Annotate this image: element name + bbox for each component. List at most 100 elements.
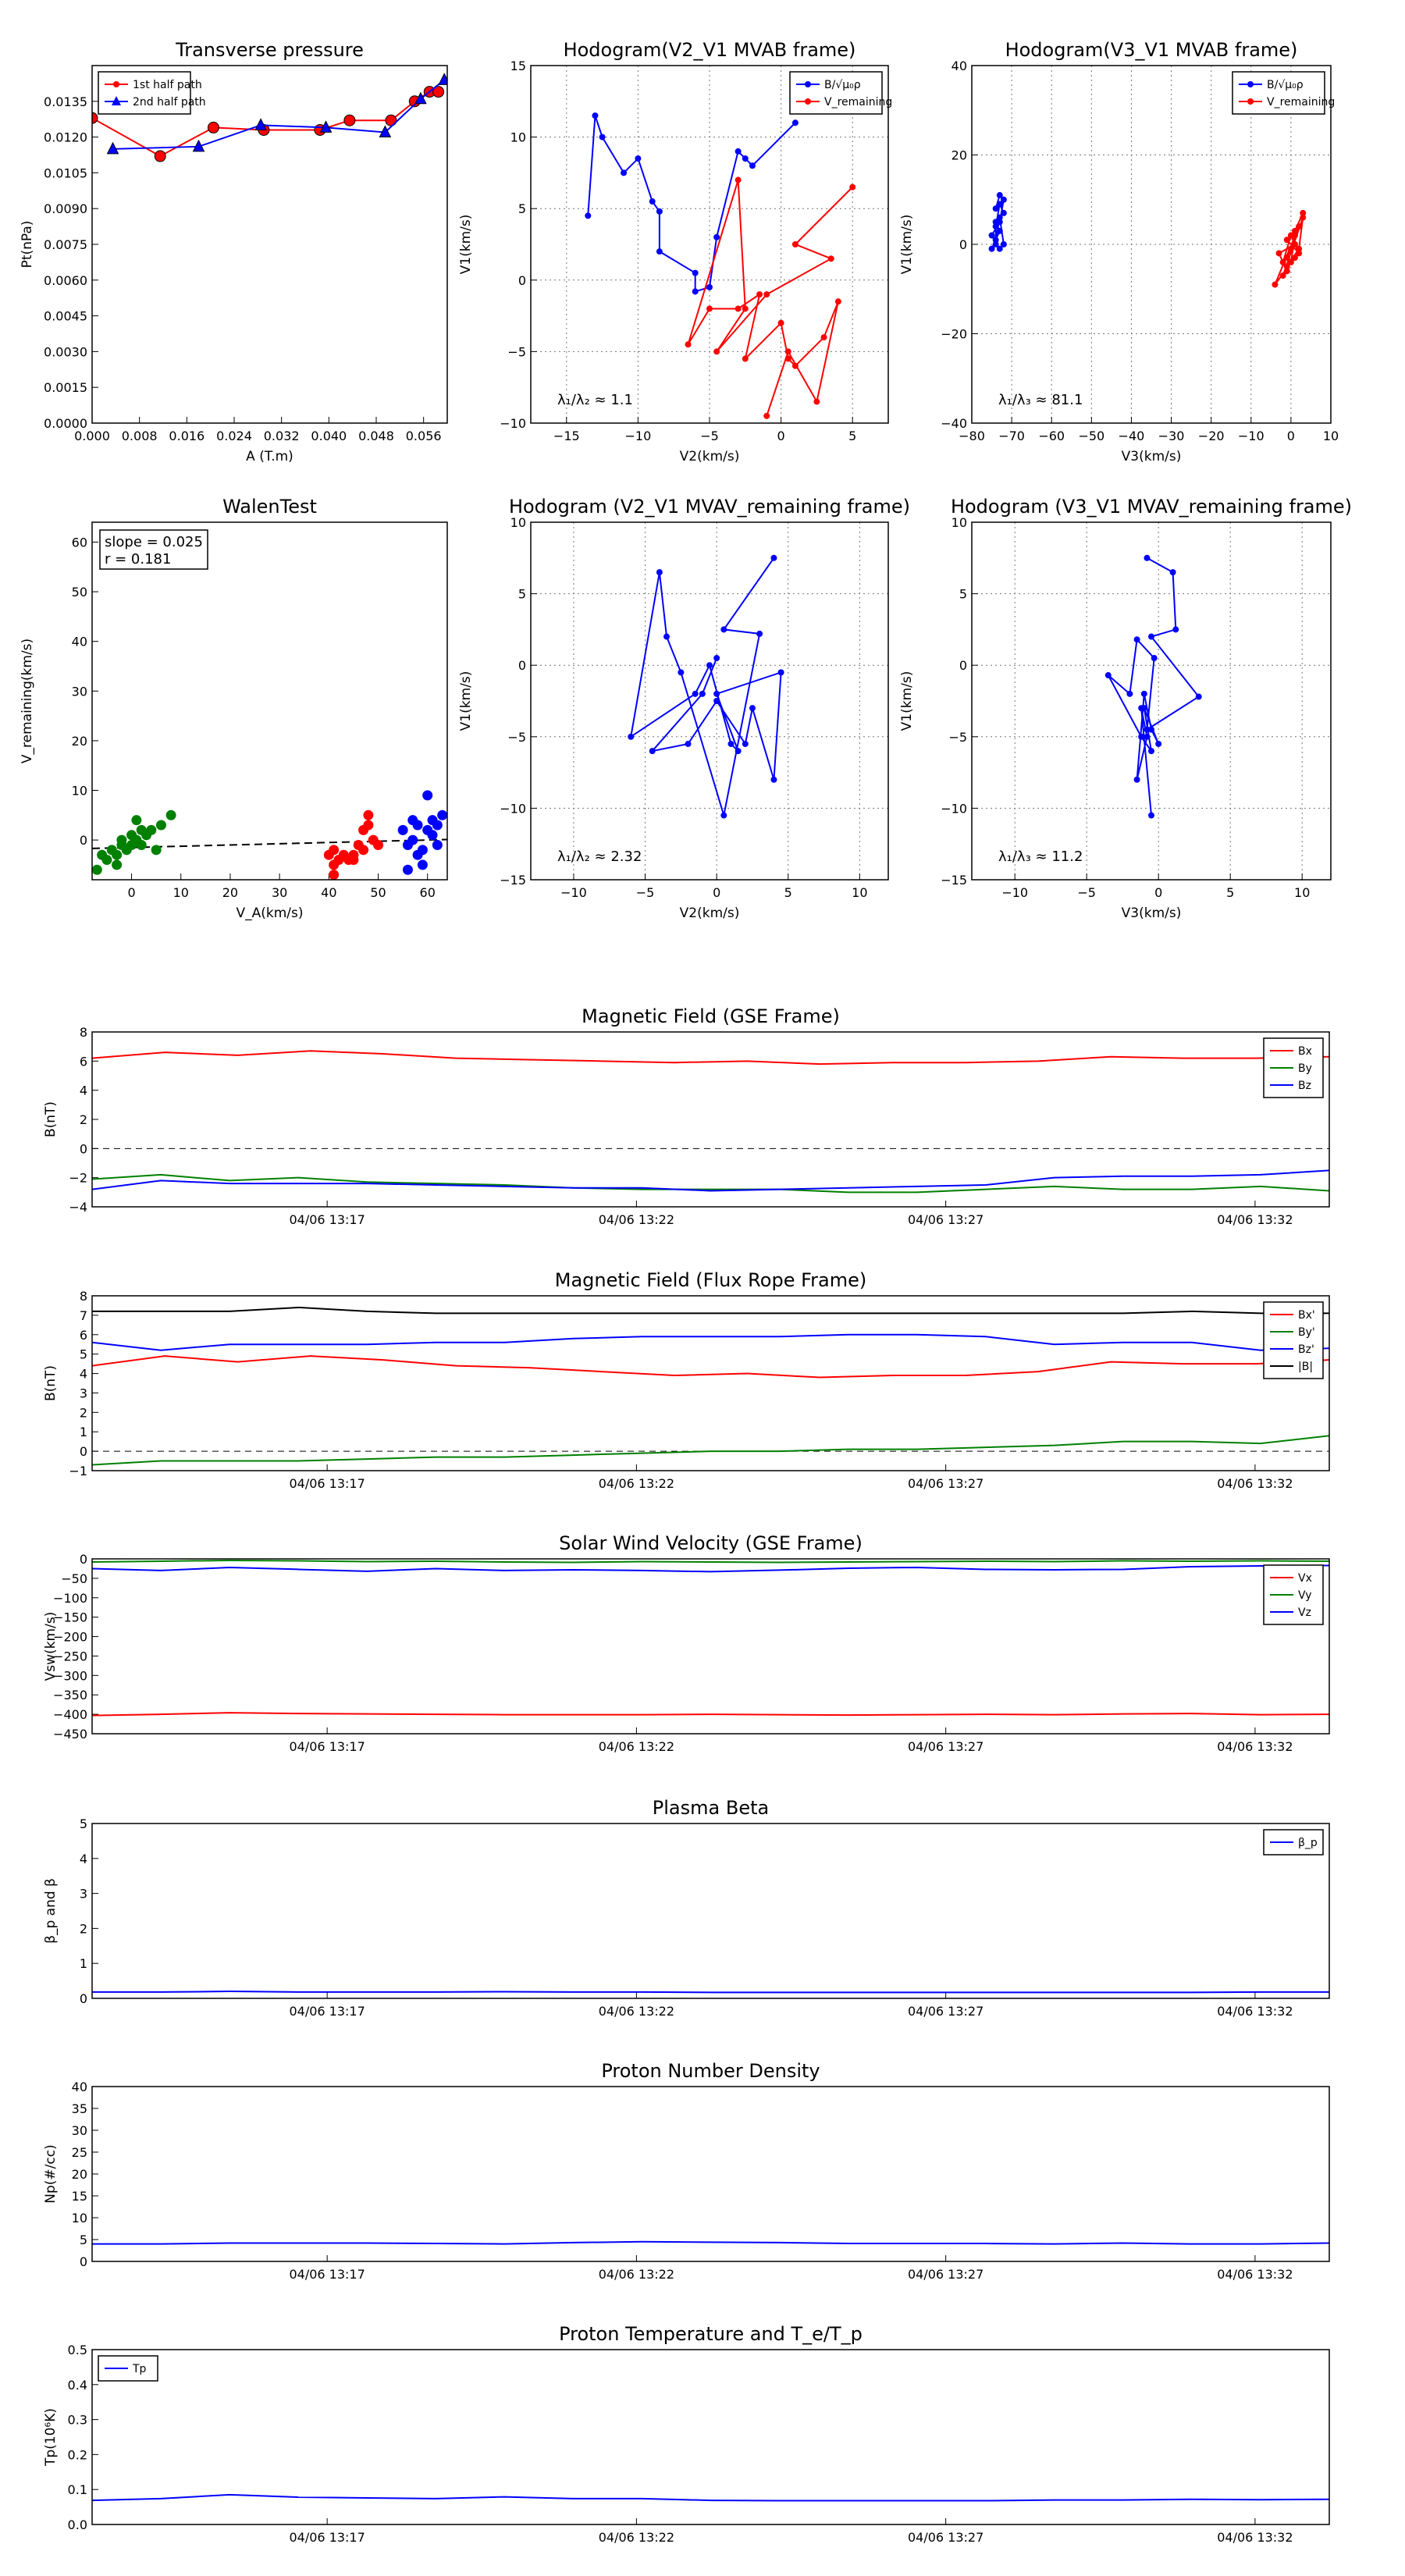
- data-point: [621, 169, 628, 176]
- y-tick-label: 2: [80, 1405, 87, 1420]
- data-point: [756, 630, 763, 637]
- legend-label: 1st half path: [133, 79, 202, 91]
- x-tick-label: 04/06 13:17: [289, 2267, 365, 2282]
- chart-panel-3: WalenTest 0 10 20 30 40 50 60 0 10 20 30 40 50 60 V_A(k…: [20, 496, 448, 921]
- data-point: [791, 119, 799, 126]
- axes-frame: [971, 521, 1332, 881]
- x-tick-label: 0.040: [311, 429, 347, 443]
- y-tick-label: 5: [80, 1347, 87, 1362]
- x-tick-label: 04/06 13:32: [1217, 1739, 1293, 1754]
- data-point: [649, 198, 656, 205]
- y-tick-label: 0: [80, 1552, 87, 1567]
- data-point: [592, 112, 599, 119]
- chart-title: Plasma Beta: [653, 1797, 769, 1819]
- data-point: [1287, 245, 1294, 252]
- x-tick-label: 0.056: [406, 429, 442, 443]
- x-tick-label: 04/06 13:22: [599, 1739, 674, 1754]
- data-point: [116, 834, 127, 845]
- y-tick-label: 1: [80, 1956, 87, 1971]
- series-line-0: [1107, 557, 1200, 816]
- data-point: [777, 319, 784, 326]
- data-point: [146, 824, 157, 835]
- x-tick-label: 04/06 13:32: [1217, 2004, 1293, 2019]
- chart-title: Hodogram (V3_V1 MVAV_remaining frame): [951, 496, 1352, 518]
- plot-area: [92, 1559, 1329, 1717]
- axes-frame: [91, 1823, 1330, 1999]
- plot-area: [1104, 554, 1202, 819]
- data-point: [656, 208, 663, 215]
- x-tick-label: 40: [321, 885, 336, 900]
- y-tick-label: 0: [80, 2254, 87, 2269]
- y-tick-label: 50: [72, 585, 87, 600]
- data-point: [112, 849, 123, 860]
- data-point: [414, 91, 427, 105]
- data-point: [363, 809, 374, 820]
- data-point: [628, 733, 635, 740]
- axes-frame: [530, 521, 889, 881]
- y-tick-label: 0: [80, 1141, 87, 1156]
- y-tick-label: 0.0030: [44, 344, 87, 359]
- data-point: [678, 669, 685, 676]
- y-tick-label: −1: [69, 1464, 87, 1478]
- axes-frame: [91, 2349, 1330, 2525]
- data-point: [155, 820, 166, 831]
- x-tick-label: 0.008: [122, 429, 158, 443]
- data-point: [329, 870, 340, 880]
- data-point: [849, 183, 856, 190]
- data-point: [154, 150, 166, 162]
- y-tick-label: 15: [72, 2189, 87, 2204]
- y-tick-label: 0.4: [68, 2378, 87, 2393]
- x-axis-label: V3(km/s): [1122, 906, 1182, 921]
- data-point: [1140, 690, 1147, 697]
- chart-title: Hodogram(V3_V1 MVAB frame): [1005, 39, 1298, 61]
- x-tick-label: 50: [370, 885, 386, 900]
- legend-label: Vx: [1298, 1572, 1312, 1585]
- legend-label: Vy: [1298, 1589, 1312, 1602]
- legend-label: Bz': [1298, 1343, 1314, 1356]
- y-tick-label: −4: [69, 1200, 87, 1215]
- legend-label: Bx: [1298, 1045, 1312, 1058]
- legend-marker: [805, 81, 811, 87]
- x-tick-label: −10: [560, 885, 587, 900]
- data-point: [791, 241, 799, 247]
- legend-label: By: [1298, 1062, 1312, 1075]
- y-tick-label: 0.2: [68, 2447, 87, 2462]
- data-point: [329, 845, 340, 856]
- y-axis-label: Vsw(km/s): [43, 1612, 59, 1681]
- legend-marker: [113, 81, 119, 87]
- data-point: [1126, 690, 1133, 697]
- legend: Tp: [98, 2355, 158, 2382]
- data-point: [1144, 733, 1151, 740]
- x-axis-label: A (T.m): [246, 449, 293, 464]
- y-axis-label: V_remaining(km/s): [20, 639, 35, 763]
- y-tick-label: 5: [518, 587, 526, 602]
- x-tick-label: 0.016: [169, 429, 205, 443]
- data-point: [1000, 209, 1007, 216]
- legend-label: V_remaining: [1267, 96, 1335, 109]
- x-tick-label: 04/06 13:27: [908, 1739, 984, 1754]
- plot-area: [92, 1991, 1329, 1994]
- y-tick-label: 0.0045: [44, 309, 87, 324]
- series-line-2: [92, 1564, 1329, 1573]
- axes-frame: [91, 1295, 1330, 1471]
- data-point: [992, 205, 999, 212]
- data-point: [254, 118, 267, 130]
- x-tick-label: 04/06 13:32: [1217, 1212, 1293, 1227]
- x-tick-label: 04/06 13:27: [908, 1476, 984, 1491]
- data-point: [996, 214, 1003, 221]
- x-tick-label: 5: [1226, 885, 1234, 900]
- y-axis-label: β_p and β: [43, 1878, 59, 1944]
- x-tick-label: 04/06 13:22: [599, 2530, 674, 2545]
- y-tick-label: 0.0135: [44, 94, 87, 109]
- y-tick-label: 4: [80, 1852, 87, 1866]
- x-tick-label: −60: [1038, 429, 1065, 443]
- y-tick-label: −10: [500, 801, 526, 816]
- y-tick-label: 5: [959, 587, 967, 602]
- y-tick-label: 1: [80, 1425, 87, 1439]
- legend-label: V_remaining: [824, 96, 892, 109]
- y-tick-label: 2: [80, 1921, 87, 1936]
- data-point: [1104, 672, 1112, 679]
- data-point: [1144, 554, 1151, 561]
- data-point: [784, 355, 791, 362]
